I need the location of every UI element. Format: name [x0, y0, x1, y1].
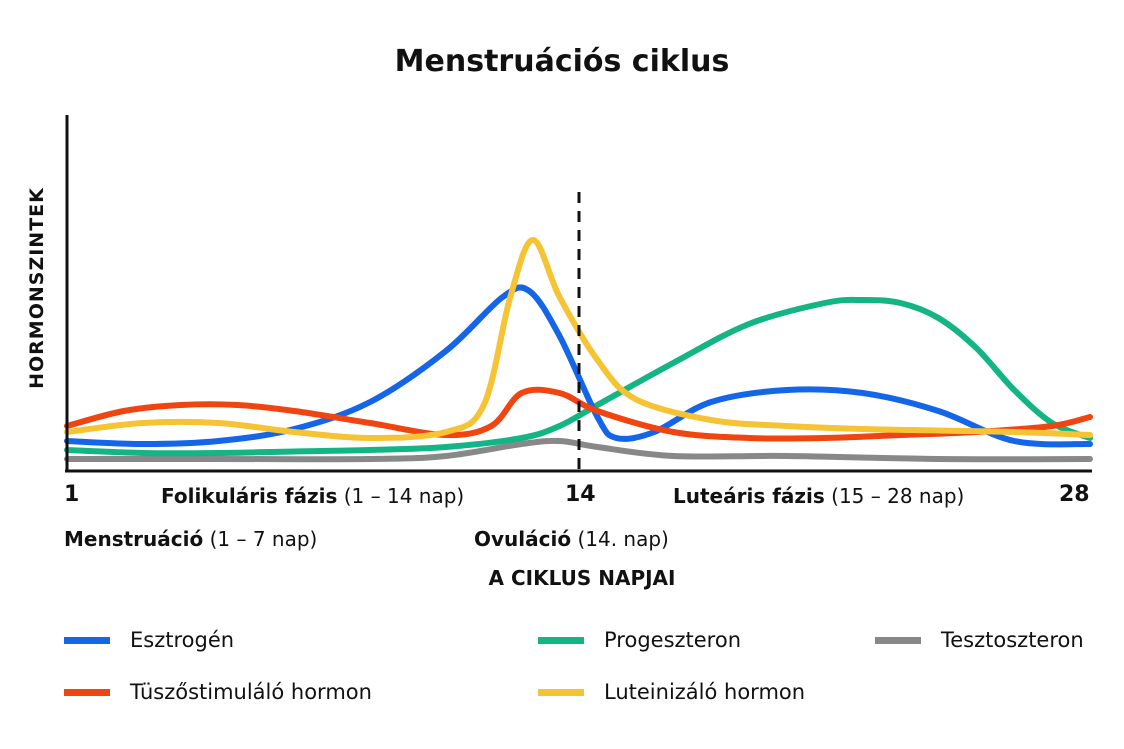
- legend-label-lh: Luteinizáló hormon: [604, 680, 806, 704]
- series-line-progesterone: [64, 296, 1093, 457]
- series-line-fsh: [64, 386, 1093, 442]
- y-axis-label: HORMONSZINTEK: [26, 187, 48, 389]
- series-line-testosterone: [64, 437, 1093, 463]
- legend-label-progesterone: Progeszteron: [604, 628, 742, 652]
- series-line-lh: [64, 237, 1093, 441]
- x-tick-label-mid: 14: [565, 482, 596, 507]
- legend-label-testosterone: Tesztoszteron: [941, 628, 1084, 652]
- phase-luteal-range: (15 – 28 nap): [831, 484, 965, 508]
- legend-swatch-fsh: [64, 688, 110, 696]
- legend-item-estrogen: Esztrogén: [64, 628, 234, 652]
- phase-ovulation-name: Ovuláció: [474, 527, 572, 551]
- legend-label-fsh: Tüszőstimuláló hormon: [130, 680, 372, 704]
- phase-menstruation-name: Menstruáció: [64, 527, 204, 551]
- legend-swatch-estrogen: [64, 636, 110, 644]
- phase-luteal: Luteáris fázis (15 – 28 nap): [673, 484, 964, 508]
- legend-swatch-lh: [538, 688, 584, 696]
- phase-luteal-name: Luteáris fázis: [673, 484, 825, 508]
- phase-follicular-name: Folikuláris fázis: [161, 484, 338, 508]
- x-tick-label-start: 1: [64, 482, 80, 507]
- series-layer: [64, 237, 1093, 463]
- legend-label-estrogen: Esztrogén: [130, 628, 235, 652]
- legend-item-lh: Luteinizáló hormon: [538, 680, 805, 704]
- legend-item-fsh: Tüszőstimuláló hormon: [64, 680, 372, 704]
- phase-menstruation-range: (1 – 7 nap): [209, 527, 318, 551]
- phase-follicular-range: (1 – 14 nap): [343, 484, 465, 508]
- legend-item-testosterone: Tesztoszteron: [875, 628, 1084, 652]
- phase-ovulation: Ovuláció (14. nap): [474, 527, 669, 551]
- phase-follicular: Folikuláris fázis (1 – 14 nap): [161, 484, 464, 508]
- chart-title: Menstruációs ciklus: [394, 44, 730, 79]
- phase-menstruation: Menstruáció (1 – 7 nap): [64, 527, 317, 551]
- x-tick-label-end: 28: [1059, 482, 1090, 507]
- legend-swatch-testosterone: [875, 636, 921, 644]
- phase-ovulation-range: (14. nap): [577, 527, 669, 551]
- x-axis-label: A CIKLUS NAPJAI: [488, 566, 676, 590]
- legend-item-progesterone: Progeszteron: [538, 628, 741, 652]
- legend-swatch-progesterone: [538, 636, 584, 644]
